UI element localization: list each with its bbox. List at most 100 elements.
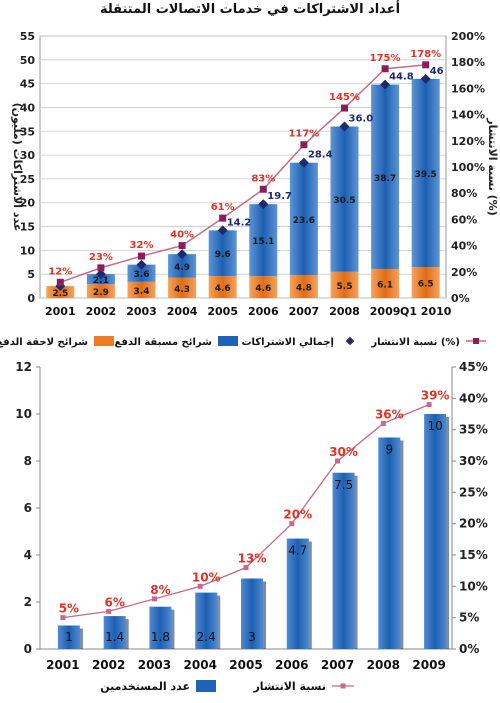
legend-key-penetration-marker	[340, 683, 346, 689]
users-chart: 0246810120%5%10%15%20%25%30%35%40%45%120…	[15, 360, 488, 693]
prepaid-value-label: 23.6	[293, 216, 315, 226]
penetration-value-label: 32%	[130, 240, 154, 251]
prepaid-bar	[411, 78, 440, 268]
chart-title: أعداد الاشتراكات في خدمات الاتصالات المت…	[99, 2, 401, 17]
y2-tick-label: 40%	[459, 391, 488, 405]
y2-tick-label: 20%	[459, 517, 488, 531]
y-tick-label: 40	[20, 101, 36, 114]
penetration-marker	[151, 596, 157, 602]
user-value-label: 3	[248, 630, 256, 644]
y-tick-label: 0	[27, 292, 35, 305]
postpaid-value-label: 4.8	[296, 284, 312, 294]
prepaid-value-label: 2.1	[93, 276, 109, 286]
penetration-marker	[422, 61, 430, 69]
penetration-marker	[426, 402, 432, 408]
penetration-value-label: 8%	[150, 583, 170, 597]
prepaid-bar	[371, 84, 400, 269]
x-tick-label: 2009	[370, 305, 401, 318]
penetration-marker	[178, 242, 186, 250]
penetration-marker	[335, 458, 341, 464]
prepaid-bar	[289, 162, 318, 276]
penetration-value-label: 36%	[375, 407, 404, 421]
user-value-label: 4.7	[288, 544, 307, 558]
penetration-marker	[106, 608, 112, 614]
legend-label: نسبة الانتشار (%)	[370, 337, 460, 348]
y-tick-label: 12	[15, 360, 32, 374]
y-tick-label: 4	[24, 548, 32, 562]
postpaid-bar	[249, 276, 278, 298]
penetration-value-label: 61%	[211, 202, 235, 213]
prepaid-bar	[208, 230, 237, 277]
penetration-value-label: 13%	[238, 552, 267, 566]
legend-key-penetration-marker	[473, 338, 479, 344]
x-tick-label: 2006	[275, 658, 308, 672]
user-bar	[103, 616, 126, 649]
x-tick-label: 2005	[229, 658, 262, 672]
penetration-value-label: 5%	[59, 602, 79, 616]
y2-tick-label: 0%	[459, 642, 479, 656]
y-tick-label: 15	[20, 221, 35, 234]
penetration-value-label: 20%	[283, 508, 312, 522]
y2-tick-label: 160%	[451, 82, 485, 95]
prepaid-bar	[330, 126, 359, 272]
user-value-label: 1	[65, 630, 73, 644]
y-tick-label: 35	[20, 125, 35, 138]
y-tick-label: 10	[15, 407, 32, 421]
total-marker	[177, 249, 188, 260]
y2-tick-label: 20%	[451, 266, 477, 279]
x-tick-label: 2007	[289, 305, 320, 318]
y2-tick-label: 200%	[451, 30, 485, 43]
legend-key-prepaid	[218, 336, 238, 346]
postpaid-bar	[46, 286, 75, 298]
y2-tick-label: 0%	[451, 292, 470, 305]
x-tick-label: 2002	[86, 305, 117, 318]
penetration-marker	[97, 264, 105, 272]
y-tick-label: 45	[20, 78, 35, 91]
y2-tick-label: 60%	[451, 213, 477, 226]
user-bar	[57, 625, 80, 649]
y2-tick-label: 180%	[451, 56, 485, 69]
penetration-marker	[56, 278, 64, 286]
postpaid-bar	[127, 281, 156, 298]
x-tick-label: 2009	[412, 658, 445, 672]
y2-tick-label: 25%	[459, 485, 488, 499]
user-value-label: 1.4	[105, 630, 124, 644]
user-value-label: 2.4	[197, 630, 216, 644]
penetration-value-label: 12%	[48, 266, 72, 277]
penetration-marker	[197, 583, 203, 589]
x-tick-label: Q1 2010	[400, 305, 452, 318]
user-bar	[149, 606, 172, 649]
penetration-marker	[219, 214, 227, 222]
prepaid-value-label: 4.9	[174, 263, 190, 273]
x-tick-label: 2003	[138, 658, 171, 672]
total-value-label: 19.7	[267, 191, 292, 202]
user-bar	[286, 538, 309, 649]
y2-tick-label: 140%	[451, 109, 485, 122]
prepaid-value-label: 30.5	[333, 196, 355, 206]
prepaid-value-label: 38.7	[374, 174, 396, 184]
x-tick-label: 2004	[184, 658, 217, 672]
y-tick-label: 8	[24, 454, 32, 468]
postpaid-value-label: 4.3	[174, 285, 190, 295]
x-tick-label: 2006	[248, 305, 279, 318]
y2-tick-label: 15%	[459, 548, 488, 562]
penetration-value-label: 145%	[329, 92, 360, 103]
postpaid-value-label: 4.6	[215, 284, 231, 294]
prepaid-value-label: 15.1	[252, 237, 274, 247]
y-tick-label: 25	[20, 173, 35, 186]
y2-tick-label: 80%	[451, 187, 477, 200]
penetration-value-label: 83%	[251, 173, 275, 184]
total-marker	[217, 225, 228, 236]
penetration-value-label: 178%	[410, 49, 441, 60]
penetration-value-label: 39%	[421, 389, 450, 403]
y-tick-label: 10	[20, 244, 36, 257]
penetration-line	[60, 64, 426, 283]
x-tick-label: 2001	[45, 305, 76, 318]
penetration-value-label: 23%	[89, 252, 113, 263]
postpaid-bar	[411, 267, 440, 298]
prepaid-bar	[127, 264, 156, 282]
total-value-label: 36.0	[349, 114, 374, 125]
y2-tick-label: 10%	[459, 579, 488, 593]
user-bar	[195, 592, 218, 649]
legend-key-total	[345, 336, 355, 346]
